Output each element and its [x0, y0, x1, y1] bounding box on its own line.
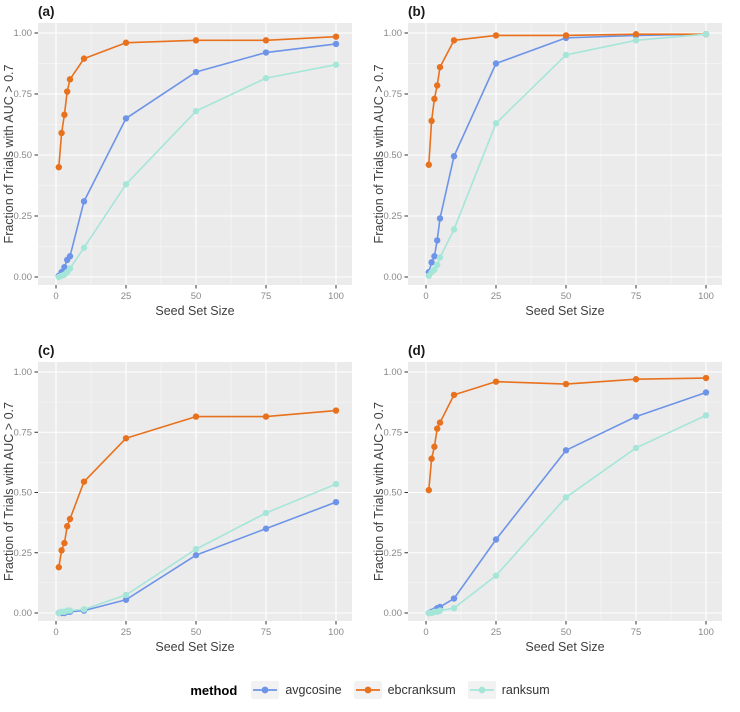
svg-text:Fraction of Trials with AUC >: Fraction of Trials with AUC > 0.7 — [372, 65, 386, 244]
svg-text:Seed Set Size: Seed Set Size — [525, 304, 604, 318]
legend-label-avgcosine: avgcosine — [285, 683, 342, 697]
panel-row-top: 0 25 50 75 100 0.00 0.25 0.50 0.75 1.00 (a) Seed Se… — [0, 0, 740, 332]
svg-text:75: 75 — [261, 627, 272, 638]
svg-text:1.00: 1.00 — [14, 28, 33, 39]
panel-row-bottom: 0 25 50 75 100 0.00 0.25 0.50 0.75 1.00 (c) Seed Se… — [0, 332, 740, 668]
svg-text:0: 0 — [53, 627, 58, 638]
legend-line-point-icon — [253, 686, 278, 694]
svg-text:Fraction of Trials with AUC >: Fraction of Trials with AUC > 0.7 — [2, 402, 16, 581]
svg-text:1.00: 1.00 — [384, 367, 403, 378]
legend-label-ebcranksum: ebcranksum — [387, 683, 456, 697]
svg-text:0: 0 — [423, 627, 428, 638]
svg-text:50: 50 — [191, 627, 202, 638]
legend-entry-avgcosine: avgcosine — [251, 681, 342, 699]
legend-line-point-icon — [469, 686, 494, 694]
svg-text:50: 50 — [561, 291, 572, 302]
svg-text:0.75: 0.75 — [384, 89, 403, 100]
legend-key-swatch-ranksum — [467, 681, 496, 699]
svg-text:(a): (a) — [38, 4, 55, 19]
svg-text:25: 25 — [121, 291, 132, 302]
panel-b-chart: 0 25 50 75 100 0.00 0.25 0.50 0.75 1.00 (b) Seed Se… — [372, 4, 722, 318]
svg-text:0.75: 0.75 — [14, 89, 33, 100]
svg-text:25: 25 — [491, 627, 502, 638]
svg-text:1.00: 1.00 — [384, 28, 403, 39]
svg-text:0: 0 — [423, 291, 428, 302]
legend-entry-ranksum: ranksum — [467, 681, 550, 699]
svg-text:Fraction of Trials with AUC >: Fraction of Trials with AUC > 0.7 — [372, 402, 386, 581]
panel-c-chart: 0 25 50 75 100 0.00 0.25 0.50 0.75 1.00 (c) Seed Se… — [2, 343, 352, 654]
svg-text:0.00: 0.00 — [384, 608, 403, 619]
svg-text:100: 100 — [698, 627, 714, 638]
svg-text:0.50: 0.50 — [14, 150, 33, 161]
svg-text:0.50: 0.50 — [384, 488, 403, 499]
legend-label-ranksum: ranksum — [501, 683, 550, 697]
svg-text:0.50: 0.50 — [14, 488, 33, 499]
svg-text:0.25: 0.25 — [14, 548, 33, 559]
svg-text:Seed Set Size: Seed Set Size — [155, 304, 234, 318]
svg-text:0.25: 0.25 — [14, 211, 33, 222]
svg-text:50: 50 — [561, 627, 572, 638]
svg-text:0.00: 0.00 — [384, 272, 403, 283]
legend-title: method — [190, 682, 238, 698]
svg-text:(b): (b) — [408, 4, 425, 19]
svg-text:0.50: 0.50 — [384, 150, 403, 161]
legend-key-swatch-ebcranksum — [353, 681, 382, 699]
svg-text:75: 75 — [261, 291, 272, 302]
legend-key-swatch-avgcosine — [251, 681, 280, 699]
svg-text:Seed Set Size: Seed Set Size — [525, 640, 604, 654]
svg-text:(c): (c) — [38, 343, 55, 358]
svg-text:75: 75 — [631, 291, 642, 302]
svg-text:75: 75 — [631, 627, 642, 638]
svg-text:Fraction of Trials with AUC >: Fraction of Trials with AUC > 0.7 — [2, 65, 16, 244]
panel-a-chart: 0 25 50 75 100 0.00 0.25 0.50 0.75 1.00 (a) Seed Se… — [2, 4, 352, 318]
svg-text:25: 25 — [491, 291, 502, 302]
svg-text:0.00: 0.00 — [14, 272, 33, 283]
svg-text:50: 50 — [191, 291, 202, 302]
svg-text:25: 25 — [121, 627, 132, 638]
panel-d-chart: 0 25 50 75 100 0.00 0.25 0.50 0.75 1.00 (d) Seed Se… — [372, 343, 722, 654]
legend-line-point-icon — [355, 686, 380, 694]
svg-text:0.75: 0.75 — [384, 427, 403, 438]
svg-text:0.00: 0.00 — [14, 608, 33, 619]
svg-text:Seed Set Size: Seed Set Size — [155, 640, 234, 654]
svg-text:0: 0 — [53, 291, 58, 302]
legend-entry-ebcranksum: ebcranksum — [353, 681, 456, 699]
svg-text:100: 100 — [328, 291, 344, 302]
svg-text:100: 100 — [328, 627, 344, 638]
svg-text:100: 100 — [698, 291, 714, 302]
svg-text:1.00: 1.00 — [14, 367, 33, 378]
svg-text:0.25: 0.25 — [384, 211, 403, 222]
svg-text:0.75: 0.75 — [14, 427, 33, 438]
svg-text:(d): (d) — [408, 343, 425, 358]
legend: method avgcosine ebcranksum ranksum — [0, 668, 740, 712]
svg-text:0.25: 0.25 — [384, 548, 403, 559]
